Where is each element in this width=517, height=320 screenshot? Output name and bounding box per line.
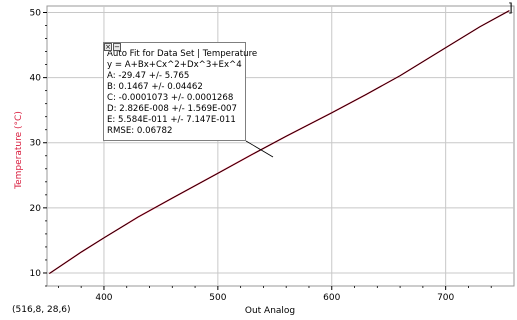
x-tick-label: 700: [437, 293, 454, 303]
series-group: [48, 9, 510, 275]
fit-title: Auto Fit for Data Set | Temperature: [107, 49, 258, 59]
y-axis-title: Temperature (°C): [14, 111, 24, 190]
y-tick-label: 30: [30, 139, 42, 149]
cursor-readout: (516,8, 28,6): [12, 305, 71, 315]
x-tick-label: 600: [323, 293, 340, 303]
minimize-icon[interactable]: −: [113, 43, 121, 51]
y-tick-label: 20: [30, 204, 42, 214]
x-tick-label: 400: [95, 293, 112, 303]
fit-param-c: C: -0.0001073 +/- 0.0001268: [107, 93, 234, 103]
end-bracket: ]: [508, 1, 513, 15]
curve-fit-annotation[interactable]: × − Auto Fit for Data Set | Temperature …: [103, 42, 258, 141]
x-tick-labels: 400 500 600 700: [95, 293, 454, 303]
y-tick-labels: 10 20 30 40 50: [30, 9, 42, 279]
annotation-leader-line: [245, 140, 274, 158]
close-icon[interactable]: ×: [104, 43, 112, 51]
y-tick-label: 10: [30, 269, 42, 279]
x-axis-title: Out Analog: [245, 306, 295, 316]
annotation-controls: × −: [104, 43, 122, 51]
fit-param-b: B: 0.1467 +/- 0.04462: [107, 82, 203, 92]
fit-equation: y = A+Bx+Cx^2+Dx^3+Ex^4: [107, 60, 242, 70]
axis-ticks: [43, 12, 492, 290]
fit-curve-line: [49, 10, 510, 274]
y-tick-label: 50: [30, 9, 42, 19]
fit-rmse: RMSE: 0.06782: [107, 126, 173, 136]
fit-param-d: D: 2.826E-008 +/- 1.569E-007: [107, 104, 237, 114]
fit-param-a: A: -29.47 +/- 5.765: [107, 71, 190, 81]
y-tick-label: 40: [30, 74, 42, 84]
x-tick-label: 500: [209, 293, 226, 303]
fit-param-e: E: 5.584E-011 +/- 7.147E-011: [107, 115, 236, 125]
